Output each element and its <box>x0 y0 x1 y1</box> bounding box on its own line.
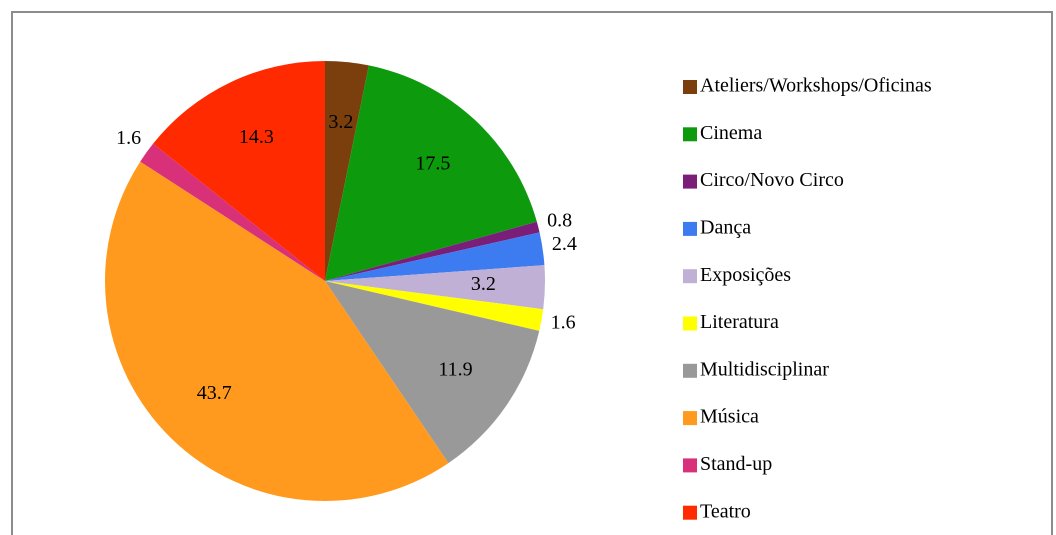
legend-swatch <box>683 80 697 94</box>
pie-slice <box>325 232 545 281</box>
data-label: 1.6 <box>551 312 576 334</box>
pie-slice <box>140 143 325 281</box>
data-label: 3.2 <box>328 111 353 133</box>
pie-slice <box>325 65 537 281</box>
legend-swatch <box>683 174 697 189</box>
legend-label: Teatro <box>700 500 751 522</box>
data-label: 3.2 <box>471 273 496 295</box>
legend-label: Stand-up <box>700 453 772 475</box>
pie-slice <box>105 161 449 501</box>
legend-label: Cinema <box>700 122 762 144</box>
pie-slice <box>325 281 544 331</box>
pie-slice <box>325 221 540 281</box>
legend-swatch <box>683 505 697 520</box>
pie-slice <box>153 61 325 281</box>
legend-swatch <box>683 269 697 284</box>
data-label: 43.7 <box>197 382 232 404</box>
data-label: 1.6 <box>116 127 141 149</box>
legend-swatch <box>683 127 697 142</box>
data-label: 0.8 <box>547 209 572 231</box>
data-label: 2.4 <box>552 233 577 255</box>
legend-label: Multidisciplinar <box>700 358 829 380</box>
legend-label: Dança <box>700 216 751 238</box>
legend-swatch <box>683 363 697 378</box>
pie-slice <box>325 281 540 464</box>
legend-label: Música <box>700 406 759 428</box>
legend-label: Ateliers/Workshops/Oficinas <box>700 75 932 97</box>
pie-slice <box>325 265 545 310</box>
data-label: 17.5 <box>415 153 450 175</box>
pie-slice <box>325 61 369 281</box>
legend-swatch <box>683 221 697 236</box>
legend-swatch <box>683 411 697 426</box>
legend-swatch <box>683 458 697 473</box>
data-label: 14.3 <box>239 126 274 148</box>
legend-label: Literatura <box>700 311 779 333</box>
legend-label: Circo/Novo Circo <box>700 169 844 191</box>
legend-swatch <box>683 316 697 331</box>
legend-label: Exposições <box>700 264 791 286</box>
data-label: 11.9 <box>438 358 472 380</box>
